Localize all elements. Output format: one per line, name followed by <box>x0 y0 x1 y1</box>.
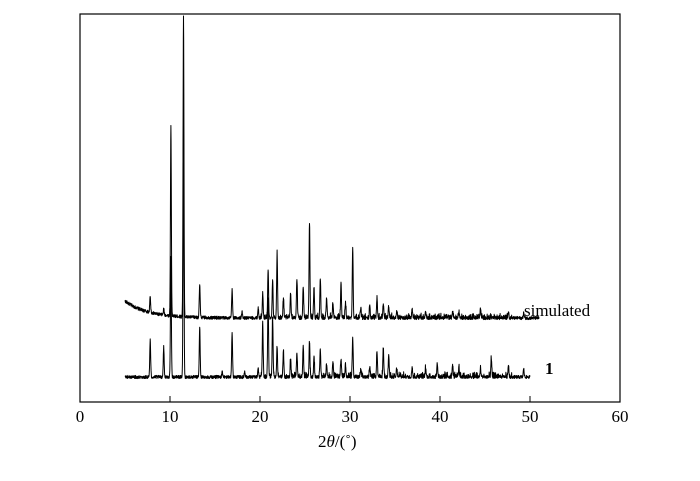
x-axis-title-prefix: 2 <box>318 432 327 451</box>
x-tick-label: 40 <box>432 407 449 426</box>
x-tick-label: 0 <box>76 407 85 426</box>
x-tick-label: 30 <box>342 407 359 426</box>
x-tick-label: 50 <box>522 407 539 426</box>
series-label-1: 1 <box>545 359 554 378</box>
x-axis-ticks: 0 10 20 30 40 50 60 <box>76 396 629 426</box>
series-trace-simulated <box>124 15 540 321</box>
x-axis-title: 2θ/(˚) <box>318 432 357 451</box>
x-axis-title-suffix: /(˚) <box>335 432 357 451</box>
series-label-simulated: simulated <box>524 301 591 320</box>
plot-frame <box>79 13 621 403</box>
x-tick-label: 10 <box>162 407 179 426</box>
traces <box>124 15 540 380</box>
x-tick-label: 20 <box>252 407 269 426</box>
x-axis-title-theta: θ <box>327 432 335 451</box>
x-tick-label: 60 <box>612 407 629 426</box>
series-trace-1 <box>124 125 531 380</box>
